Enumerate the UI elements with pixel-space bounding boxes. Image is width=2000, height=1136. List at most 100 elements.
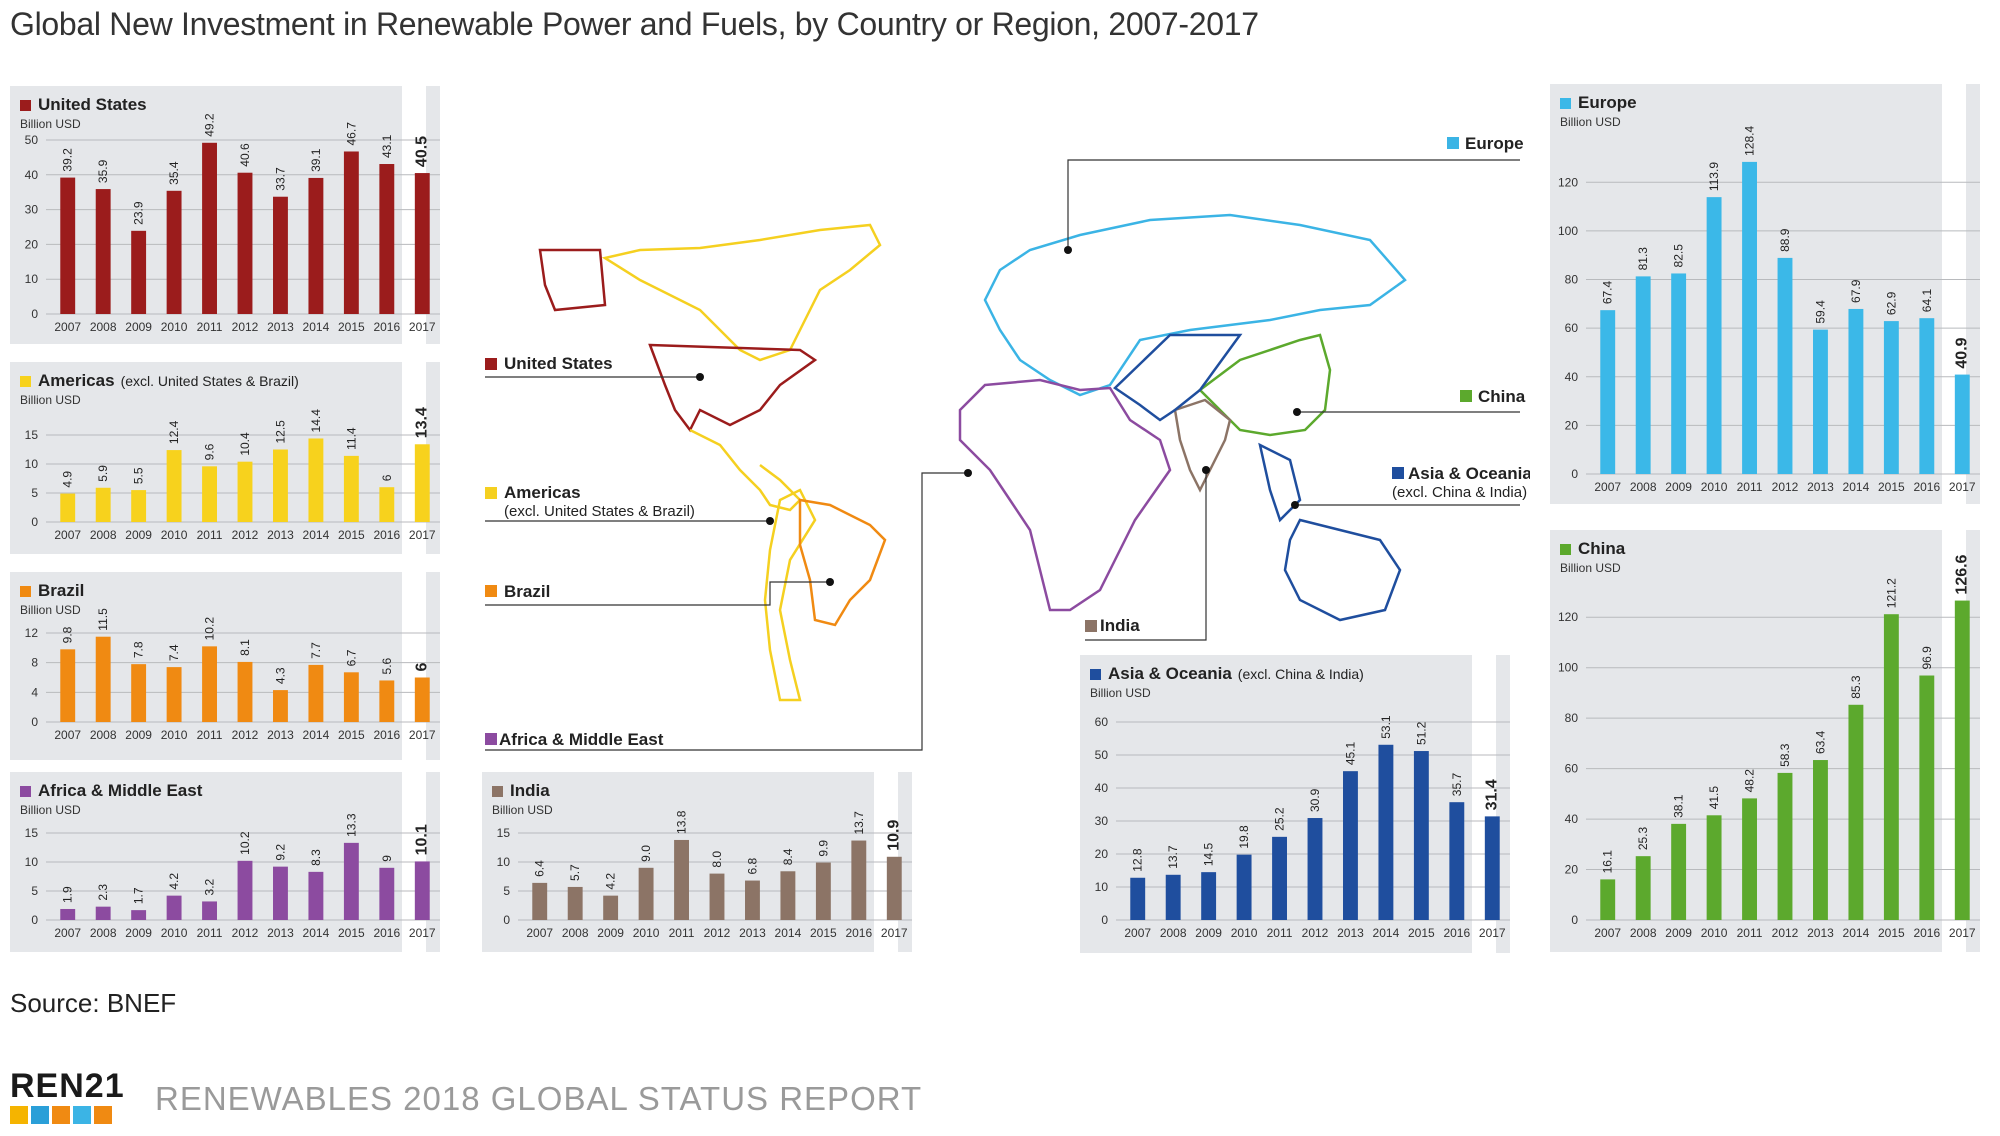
data-label: 5.5	[132, 467, 146, 484]
y-tick-label: 40	[1095, 781, 1109, 795]
chart-svg-asia: Asia & Oceania (excl. China & India)Billi…	[1080, 655, 1510, 953]
x-tick-label: 2008	[562, 926, 589, 940]
bar-2014	[308, 177, 324, 314]
y-tick-label: 0	[1571, 913, 1578, 927]
chart-svg-americas: Americas (excl. United States & Brazil) Bi…	[10, 362, 440, 554]
chart-panel-americas: Americas (excl. United States & Brazil) Bi…	[10, 362, 450, 554]
chart-svg-china: China Billion USD 0 20 40 60 80 100 120 16.1 2007 2…	[1550, 530, 1980, 952]
data-label: 35.7	[1450, 773, 1464, 797]
data-label: 14.4	[309, 409, 323, 433]
power-icon	[52, 1106, 70, 1124]
map-label-europe: Europe	[1465, 134, 1524, 153]
data-label: 59.4	[1813, 300, 1827, 324]
chart-legend-swatch	[20, 376, 31, 387]
data-label: 4.2	[167, 873, 181, 890]
bar-2016	[1919, 318, 1935, 474]
chart-legend-swatch	[20, 786, 31, 797]
x-tick-label: 2013	[267, 926, 294, 940]
data-label: 82.5	[1672, 244, 1686, 268]
bar-2012	[1307, 818, 1323, 920]
map-india	[1173, 398, 1232, 493]
data-label: 46.7	[344, 122, 358, 146]
x-tick-label: 2017	[409, 528, 436, 542]
x-tick-label: 2011	[1737, 480, 1763, 494]
x-tick-label: 2014	[303, 728, 330, 742]
data-label: 9	[380, 855, 394, 862]
chart-panel-china: China Billion USD 0 20 40 60 80 100 120 16.1 2007 2…	[1550, 530, 1990, 952]
bar-2008	[1635, 276, 1651, 474]
bar-2012	[237, 860, 253, 920]
map-europe	[983, 213, 1407, 397]
bar-2011	[1742, 798, 1757, 920]
data-label: 7.8	[132, 641, 146, 658]
chart-unit-label: Billion USD	[1560, 561, 1621, 575]
bar-2007	[1600, 879, 1616, 920]
x-tick-label: 2011	[1267, 926, 1293, 940]
bar-2017	[414, 861, 430, 920]
map-label-americas: Americas	[504, 483, 581, 502]
y-tick-label: 40	[25, 168, 39, 182]
bar-2016	[1919, 675, 1935, 920]
data-label: 9.6	[203, 443, 217, 460]
data-label: 11.5	[96, 608, 110, 631]
bar-2014	[308, 664, 324, 722]
chart-unit-label: Billion USD	[1560, 115, 1621, 129]
bar-2013	[1813, 760, 1828, 920]
bar-2011	[202, 901, 217, 920]
chart-legend-swatch	[1560, 98, 1571, 109]
data-label: 8.3	[309, 849, 323, 866]
ren21-logo: REN21	[10, 1068, 125, 1124]
data-label: 13.3	[344, 813, 358, 837]
data-label: 6.7	[344, 649, 358, 666]
bar-2008	[1635, 856, 1651, 920]
bar-2009	[131, 664, 147, 722]
bar-2010	[166, 450, 182, 522]
chart-unit-label: Billion USD	[492, 803, 553, 817]
data-label: 10.2	[203, 617, 217, 641]
x-tick-label: 2007	[526, 926, 553, 940]
x-tick-label: 2009	[1665, 926, 1692, 940]
data-label: 67.9	[1849, 279, 1863, 303]
bar-2009	[603, 895, 619, 920]
bar-2010	[638, 867, 654, 920]
bar-2015	[815, 862, 831, 920]
data-label: 126.6	[1953, 554, 1970, 594]
x-tick-label: 2016	[1913, 926, 1940, 940]
data-label: 96.9	[1920, 646, 1934, 670]
y-tick-label: 15	[25, 826, 39, 840]
x-tick-label: 2008	[90, 926, 117, 940]
y-tick-label: 0	[503, 913, 510, 927]
x-tick-label: 2014	[303, 528, 330, 542]
bar-2007	[532, 882, 548, 920]
x-tick-label: 2017	[409, 320, 436, 334]
chart-legend-swatch	[20, 586, 31, 597]
x-tick-label: 2013	[739, 926, 766, 940]
bar-2011	[674, 839, 689, 920]
x-tick-label: 2008	[1160, 926, 1187, 940]
data-label: 5.7	[568, 864, 582, 881]
bar-2009	[131, 910, 147, 920]
bar-2008	[567, 886, 583, 920]
y-tick-label: 30	[1095, 814, 1109, 828]
x-tick-label: 2015	[338, 926, 365, 940]
y-tick-label: 0	[31, 715, 38, 729]
x-tick-label: 2017	[881, 926, 908, 940]
x-tick-label: 2007	[1594, 926, 1621, 940]
data-label: 35.4	[167, 161, 181, 185]
bar-2010	[1706, 815, 1722, 920]
x-tick-label: 2017	[1949, 926, 1976, 940]
chart-unit-label: Billion USD	[20, 803, 81, 817]
data-label: 19.8	[1237, 825, 1251, 849]
data-label: 62.9	[1884, 291, 1898, 315]
data-label: 4.9	[61, 471, 75, 488]
data-label: 5.9	[96, 465, 110, 482]
x-tick-label: 2011	[197, 528, 223, 542]
data-label: 64.1	[1920, 289, 1934, 313]
bar-2007	[1130, 877, 1146, 920]
x-tick-label: 2009	[125, 728, 152, 742]
y-tick-label: 0	[31, 307, 38, 321]
data-label: 85.3	[1849, 675, 1863, 699]
x-tick-label: 2009	[125, 528, 152, 542]
source-note: Source: BNEF	[10, 988, 177, 1018]
chart-unit-label: Billion USD	[20, 603, 81, 617]
